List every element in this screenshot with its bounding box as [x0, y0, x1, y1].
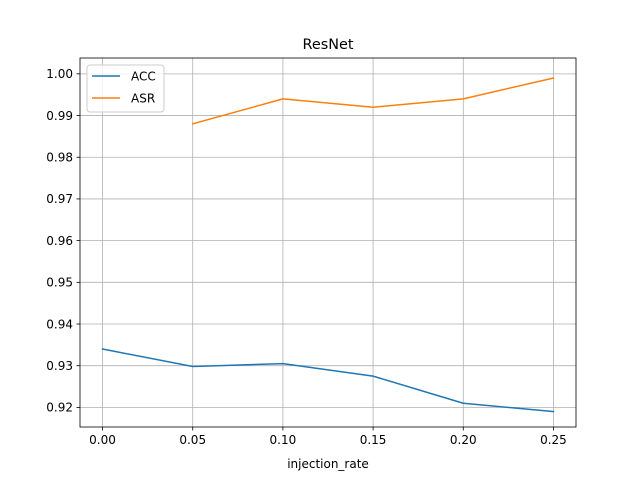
x-tick-label: 0.15 [360, 433, 387, 447]
x-tick-label: 0.00 [89, 433, 116, 447]
x-tick-label: 0.05 [179, 433, 206, 447]
plot-frame [79, 57, 577, 428]
y-tick-label: 0.96 [46, 234, 73, 248]
axis-ticks: 0.00 0.05 0.10 0.15 0.20 0.25 0.92 0.93 0.94 0.95… [46, 67, 567, 447]
y-tick-label: 0.98 [46, 151, 73, 165]
y-tick-label: 0.93 [46, 359, 73, 373]
x-tick-label: 0.10 [270, 433, 297, 447]
y-tick-label: 0.92 [46, 401, 73, 415]
y-tick-label: 0.94 [46, 317, 73, 331]
y-tick-label: 0.99 [46, 109, 73, 123]
x-axis-label: injection_rate [287, 457, 369, 471]
y-tick-label: 1.00 [46, 67, 73, 81]
series-line-acc [101, 348, 555, 413]
chart-title: ResNet [303, 37, 354, 53]
y-tick-label: 0.95 [46, 276, 73, 290]
legend-label-asr: ASR [131, 91, 155, 105]
series-lines [101, 77, 555, 413]
legend: ACC ASR [86, 64, 165, 113]
grid [80, 58, 576, 427]
x-tick-label: 0.20 [450, 433, 477, 447]
series-line-asr [191, 77, 555, 125]
y-tick-label: 0.97 [46, 192, 73, 206]
x-tick-label: 0.25 [540, 433, 567, 447]
legend-label-acc: ACC [131, 69, 156, 83]
